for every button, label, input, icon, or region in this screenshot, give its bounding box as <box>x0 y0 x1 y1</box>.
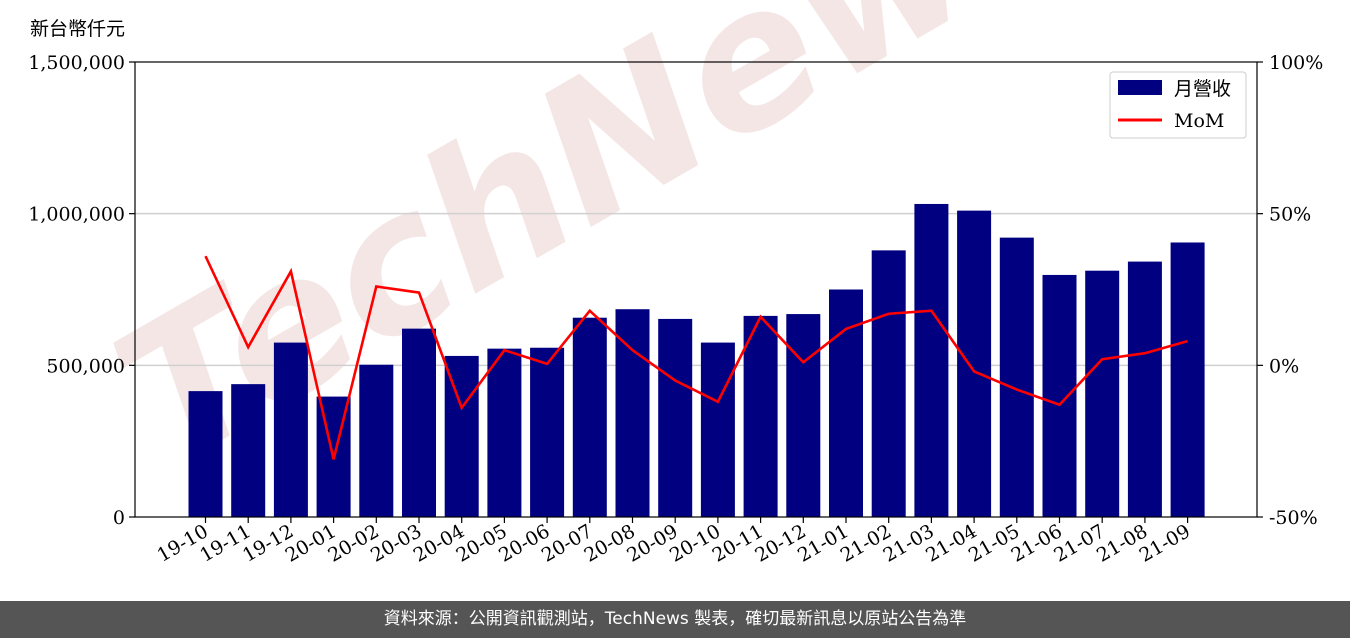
right-tick-label: 0% <box>1269 355 1299 377</box>
revenue-chart: TechNews 0500,0001,000,0001,500,000-50%0… <box>28 0 1323 567</box>
right-tick-label: 100% <box>1269 52 1323 74</box>
bar-21-06 <box>1042 274 1077 517</box>
bar-19-10 <box>188 391 223 517</box>
bar-21-04 <box>957 210 992 517</box>
bar-21-02 <box>871 250 906 517</box>
bar-19-11 <box>231 384 266 517</box>
legend-bar-swatch <box>1118 80 1162 95</box>
bar-series <box>188 203 1205 517</box>
bar-20-03 <box>402 328 436 517</box>
line-series <box>204 255 1188 460</box>
bar-21-07 <box>1085 270 1120 517</box>
right-tick-label: 50% <box>1269 204 1311 226</box>
plot-frame <box>134 61 1258 518</box>
left-tick-label: 1,000,000 <box>28 204 125 226</box>
bar-20-09 <box>658 318 693 517</box>
bar-21-05 <box>999 237 1034 517</box>
y-axis-unit-label: 新台幣仟元 <box>30 18 126 40</box>
left-tick-label: 500,000 <box>46 355 125 377</box>
bar-20-08 <box>615 309 650 517</box>
legend-bar-label: 月營收 <box>1174 78 1231 100</box>
left-tick-label: 0 <box>113 507 125 529</box>
bar-19-12 <box>273 342 308 517</box>
bar-21-03 <box>914 203 949 517</box>
footer-source-note: 資料來源：公開資訊觀測站，TechNews 製表，確切最新訊息以原站公告為準 <box>0 601 1350 638</box>
bar-20-10 <box>700 342 735 517</box>
bar-21-01 <box>829 289 863 517</box>
bar-20-04 <box>444 355 479 517</box>
mom-line <box>204 255 1188 460</box>
bar-20-07 <box>572 317 607 517</box>
legend-line-label: MoM <box>1174 110 1224 132</box>
legend: 月營收 MoM <box>1109 71 1247 139</box>
bar-20-05 <box>487 348 522 517</box>
bar-21-09 <box>1170 242 1205 517</box>
bar-20-06 <box>530 347 565 517</box>
right-tick-label: -50% <box>1269 507 1318 529</box>
bar-20-11 <box>743 315 778 517</box>
bar-20-12 <box>786 314 821 517</box>
left-tick-label: 1,500,000 <box>28 52 125 74</box>
bar-20-02 <box>359 364 394 517</box>
bar-21-08 <box>1127 261 1162 517</box>
